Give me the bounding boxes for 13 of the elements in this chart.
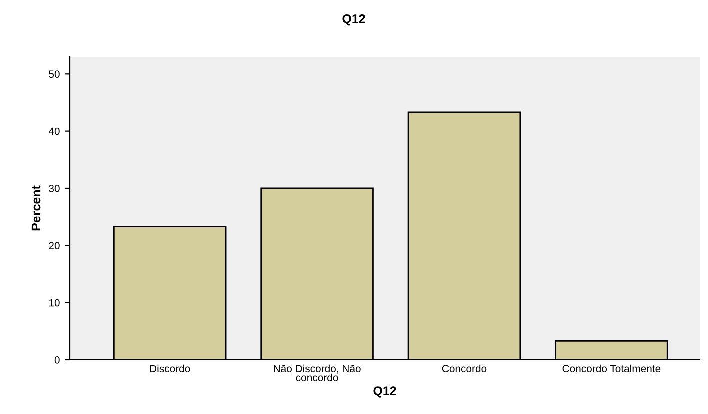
x-tick-label: Discordo bbox=[150, 364, 190, 373]
y-tick-label: 50 bbox=[49, 70, 60, 78]
y-tick-label: 20 bbox=[49, 242, 60, 250]
y-tick-label: 30 bbox=[49, 184, 60, 192]
x-tick-label: Concordo bbox=[442, 364, 487, 373]
y-tick-label: 0 bbox=[54, 356, 60, 364]
x-tick-label: Concordo Totalmente bbox=[562, 364, 661, 373]
y-axis-title: Percent bbox=[32, 186, 41, 231]
chart-title: Q12 bbox=[342, 14, 366, 26]
y-tick-label: 10 bbox=[49, 299, 60, 307]
x-tick-label: Não Discordo, Não concordo bbox=[274, 364, 361, 382]
y-tick-label: 40 bbox=[48, 128, 60, 136]
x-axis-title: Q12 bbox=[374, 386, 396, 398]
